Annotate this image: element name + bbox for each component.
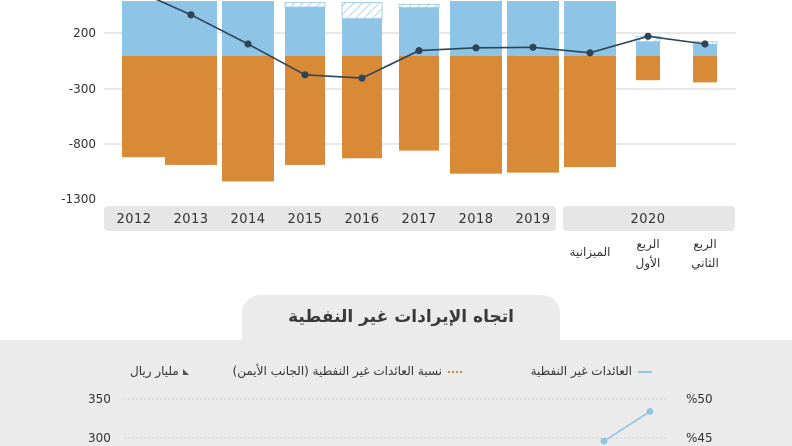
bar-lower xyxy=(165,56,217,165)
x-tick-label: 2017 xyxy=(401,212,436,227)
line-series xyxy=(155,0,709,82)
bar-upper xyxy=(285,7,325,57)
line-series xyxy=(600,408,654,445)
x-tick-label: 2015 xyxy=(287,212,322,227)
bar-hatched xyxy=(284,2,326,8)
x-sublabel: الميزانية xyxy=(570,245,611,260)
x-axis: 2012 2013 2014 2015 2016 2017 2018 2019 2020 المي… xyxy=(104,206,735,271)
line-point xyxy=(586,49,594,57)
y-right-tick: %50 xyxy=(686,392,713,406)
bar-lower xyxy=(564,56,616,168)
x-tick-label: 2016 xyxy=(344,212,379,227)
y-tick-label: -1300 xyxy=(61,192,96,206)
bar-hatched xyxy=(341,2,383,19)
bar-lower xyxy=(222,56,274,182)
x-sublabel: الربع الثاني xyxy=(691,237,719,270)
y-left-tick: 300 xyxy=(88,431,111,445)
x-sublabel: الربع الأول xyxy=(636,237,661,271)
x-tick-label: 2012 xyxy=(116,212,151,227)
line-point xyxy=(600,437,608,445)
line-point xyxy=(472,44,480,52)
bar-lower xyxy=(399,56,439,151)
x-tick-label: 2013 xyxy=(173,212,208,227)
legend-swatch-line xyxy=(638,370,652,373)
bar-upper xyxy=(636,41,660,56)
x-tick-label: 2019 xyxy=(515,212,550,227)
legend-swatch-dotted xyxy=(448,370,462,373)
bar-upper xyxy=(222,1,274,56)
bottom-line-chart: 350 %50 300 %45 xyxy=(88,392,713,445)
x-axis-band-2020 xyxy=(563,206,735,231)
bar-upper xyxy=(693,44,717,56)
y-tick-label: 200 xyxy=(73,26,96,40)
top-bar-chart: 200-300-800-1300 2012 2013 2014 2015 2016 201… xyxy=(61,0,736,271)
x-axis-band xyxy=(104,206,556,231)
bar-hatched xyxy=(398,3,440,9)
section-tab xyxy=(242,295,560,341)
y-tick-label: -800 xyxy=(69,137,96,151)
bar-upper xyxy=(342,18,382,57)
legend-item-nonoil-revenue: العائدات غير النفطية xyxy=(531,362,652,380)
section-background xyxy=(0,340,792,446)
line-point xyxy=(415,47,423,55)
bar-lower xyxy=(450,56,502,174)
line-point xyxy=(358,74,366,82)
line-point xyxy=(646,408,654,415)
line-point xyxy=(301,71,309,79)
legend-label: نسبة العائدات غير النفطية (الجانب الأيمن… xyxy=(232,364,442,378)
line-point xyxy=(529,43,537,51)
y-axis-ticks: 200 -300 -800 -1300 xyxy=(61,26,96,206)
axis-ticks: 350 %50 300 %45 xyxy=(88,392,713,445)
line-point xyxy=(187,11,195,19)
line-point xyxy=(244,40,252,48)
bar-lower xyxy=(507,56,559,173)
gridlines xyxy=(124,398,668,439)
y-left-tick: 350 xyxy=(88,392,111,406)
x-tick-label: 2014 xyxy=(230,212,265,227)
bar-upper xyxy=(165,1,217,56)
legend-item-nonoil-ratio: نسبة العائدات غير النفطية (الجانب الأيمن… xyxy=(233,362,462,380)
bar-lower xyxy=(342,56,382,159)
unit-text: مليار ريال xyxy=(130,364,179,378)
unit-label: مليار ريال xyxy=(130,362,189,380)
series-line xyxy=(603,410,651,442)
bar-marks xyxy=(122,1,718,182)
section-title: اتجاه الإيرادات غير النفطية xyxy=(288,307,514,327)
bar-lower xyxy=(693,56,717,83)
y-tick-label: -300 xyxy=(69,82,96,96)
x-tick-label: 2020 xyxy=(630,212,665,227)
line-point xyxy=(701,40,709,48)
x-tick-label: 2018 xyxy=(458,212,493,227)
legend-label: العائدات غير النفطية xyxy=(530,364,632,378)
y-right-tick: %45 xyxy=(686,431,713,445)
line-point xyxy=(644,32,652,40)
bar-upper xyxy=(564,1,616,56)
bar-lower xyxy=(636,56,660,81)
unit-arrow-icon xyxy=(182,368,189,375)
